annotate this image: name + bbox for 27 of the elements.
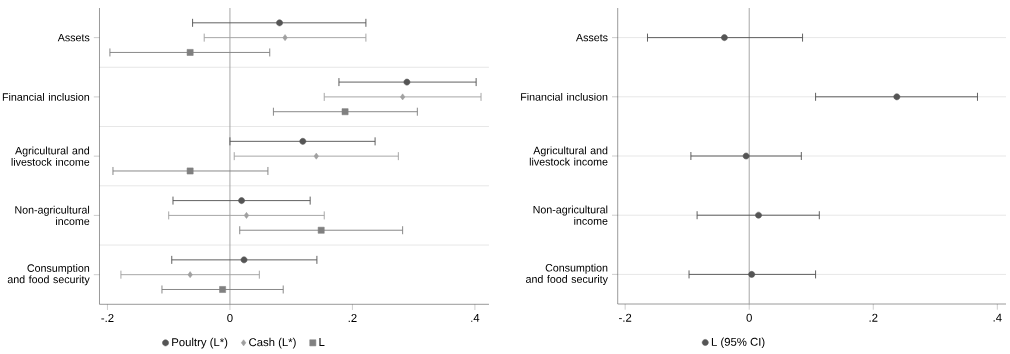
y-tick-label: Financial inclusion: [521, 92, 608, 101]
y-tick-label: Agricultural and livestock income: [11, 146, 90, 166]
x-tick-label: 0: [746, 313, 752, 322]
y-tick-label: Financial inclusion: [2, 92, 90, 101]
y-tick-label: Non-agricultural income: [15, 205, 90, 225]
legend-label: Poultry (L*): [172, 337, 228, 349]
x-tick-label: -.2: [619, 313, 632, 322]
y-tick-label: Assets: [57, 33, 90, 42]
x-tick-label: .4: [993, 313, 1002, 322]
x-tick-label: .4: [471, 314, 480, 322]
y-tick-label: Non-agricultural income: [533, 205, 608, 225]
legend-label: Cash (L*): [249, 337, 296, 349]
legend-label: L: [319, 338, 325, 346]
legend-label: L (95% CI): [711, 337, 765, 349]
x-tick-label: 0: [227, 314, 233, 323]
y-tick-label: Consumption and food security: [7, 264, 90, 286]
y-tick-label: Assets: [575, 33, 608, 42]
y-tick-label: Agricultural and livestock income: [529, 146, 608, 166]
x-tick-label: .2: [869, 313, 878, 322]
x-tick-label: .2: [348, 314, 357, 322]
y-tick-label: Consumption and food security: [526, 263, 608, 286]
point: [755, 211, 762, 219]
x-tick-label: -.2: [101, 314, 114, 322]
point: [721, 34, 728, 41]
point: [748, 271, 756, 278]
point: [893, 93, 901, 101]
point: [742, 152, 750, 160]
